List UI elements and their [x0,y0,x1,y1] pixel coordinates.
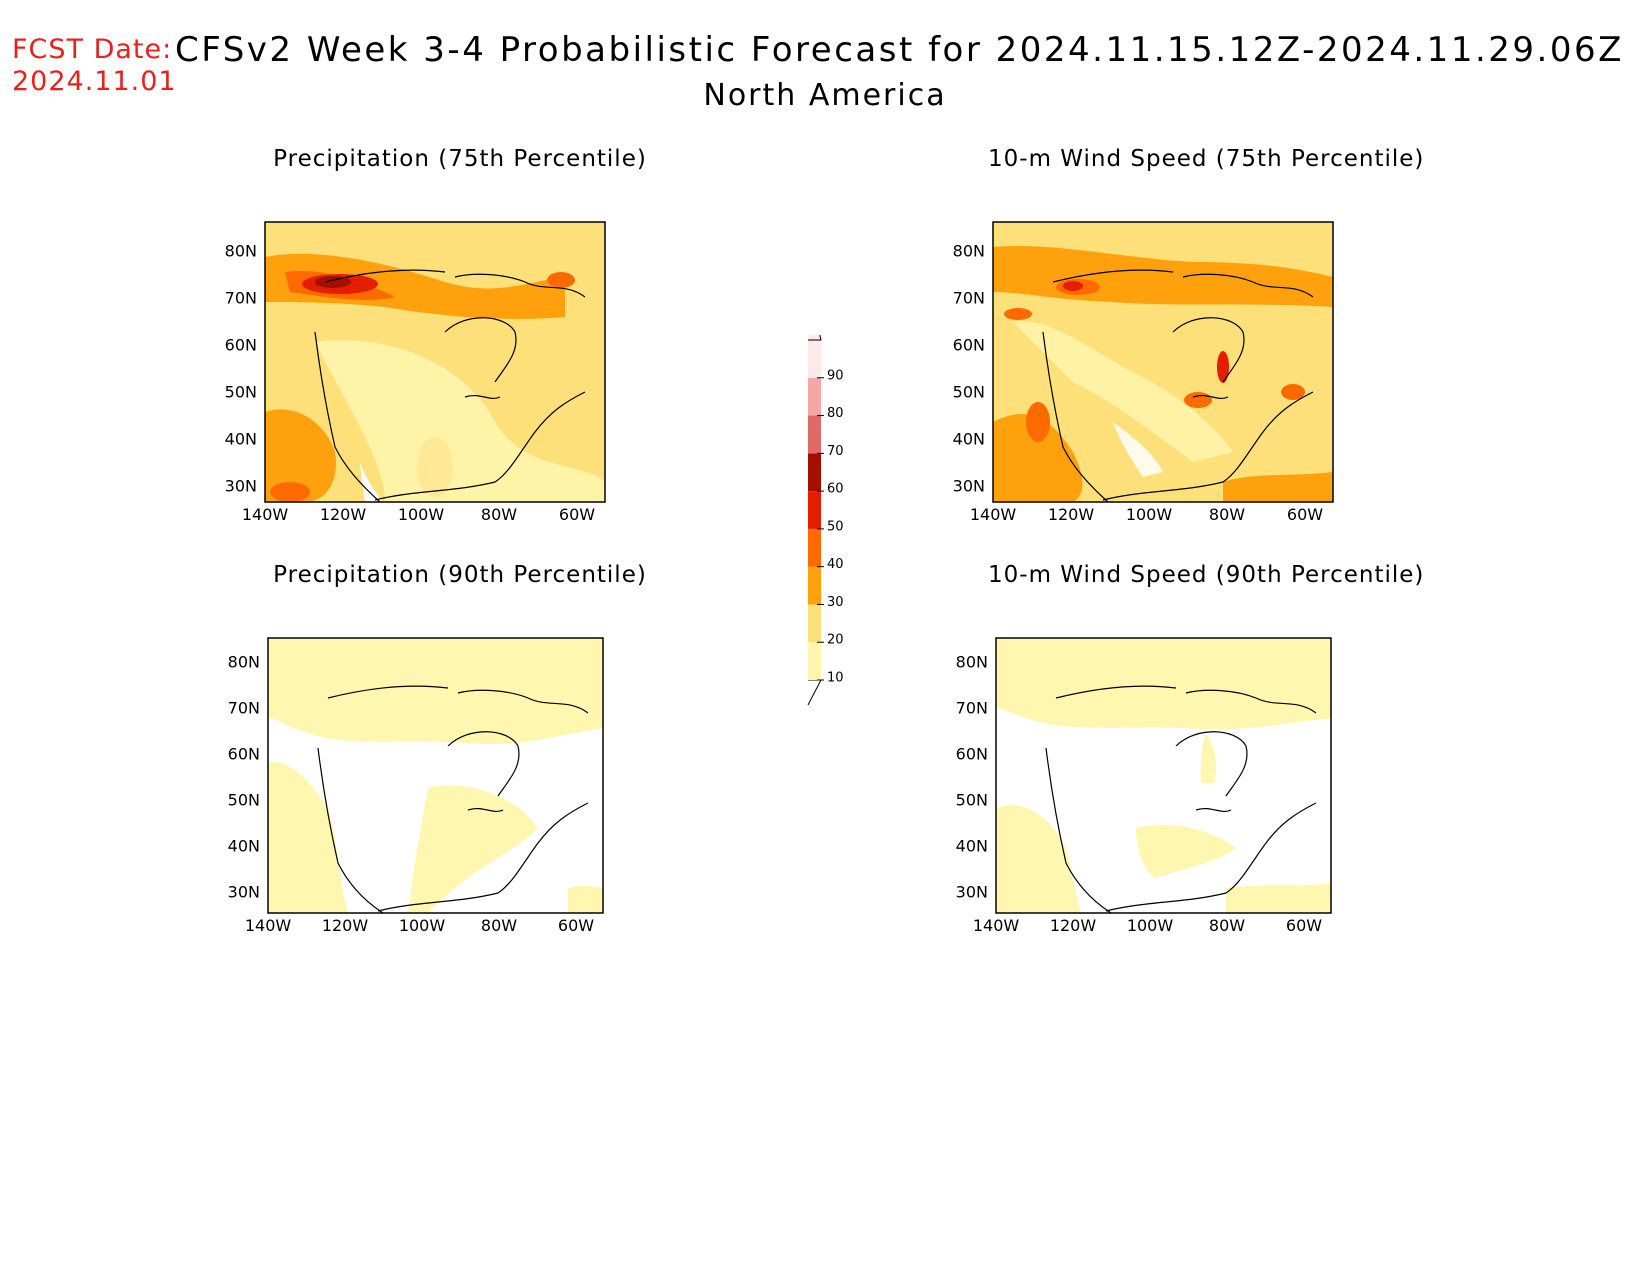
colorbar-segments [807,335,822,706]
panel-precip-75: Precipitation (75th Percentile) 80N 70N … [225,146,646,524]
colorbar-label: 70 [827,444,844,459]
lon-tick: 140W [970,505,1017,524]
colorbar-label: 90 [827,368,844,383]
lon-tick: 120W [1050,916,1097,935]
lat-tick: 50N [228,791,260,810]
colorbar: 10 20 30 40 50 60 70 80 90 [807,335,844,706]
lat-tick: 40N [956,837,988,856]
colorbar-segment [808,566,821,605]
lon-tick: 120W [320,505,367,524]
colorbar-segment [808,491,821,529]
colorbar-label: 60 [827,482,844,497]
lon-tick: 60W [559,505,595,524]
map-wind-75: 80N 70N 60N 50N 40N 30N 140W 120W 100W 8… [953,221,1334,524]
lat-tick: 70N [228,699,260,718]
lat-tick: 30N [225,477,257,496]
lat-tick: 50N [953,383,985,402]
lat-tick: 30N [956,883,988,902]
colorbar-segment [808,642,821,680]
panel-title: 10-m Wind Speed (90th Percentile) [988,562,1425,588]
colorbar-label: 50 [827,519,844,534]
colorbar-segment [808,377,821,416]
colorbar-label: 30 [827,595,844,610]
lon-tick: 80W [1209,505,1245,524]
lat-tick: 80N [225,242,257,261]
colorbar-segment [808,528,821,567]
lon-tick: 60W [1287,505,1323,524]
lon-tick: 120W [322,916,369,935]
panel-wind-75: 10-m Wind Speed (75th Percentile) 80N 70… [953,146,1424,524]
colorbar-label: 20 [827,633,844,648]
lat-tick: 50N [225,383,257,402]
page-title: CFSv2 Week 3-4 Probabilistic Forecast fo… [175,30,1624,70]
lat-tick: 30N [228,883,260,902]
lon-tick: 120W [1048,505,1095,524]
lat-tick: 80N [953,242,985,261]
lon-tick: 100W [1126,505,1173,524]
panel-precip-90: Precipitation (90th Percentile) 80N 70N … [228,562,646,935]
panel-title: 10-m Wind Speed (75th Percentile) [988,146,1425,172]
colorbar-end [808,335,822,341]
fcst-date-value: 2024.11.01 [12,66,177,97]
lon-tick: 60W [1286,916,1322,935]
lat-tick: 40N [228,837,260,856]
lon-tick: 100W [398,505,445,524]
colorbar-segment [808,340,821,378]
colorbar-labels: 10 20 30 40 50 60 70 80 90 [817,368,844,686]
panel-title: Precipitation (90th Percentile) [273,562,647,588]
colorbar-segment [808,415,821,454]
fcst-date-label: FCST Date: [12,34,173,65]
lat-tick: 80N [228,653,260,672]
colorbar-label: 10 [827,671,844,686]
lon-tick: 140W [245,916,292,935]
colorbar-label: 40 [827,557,844,572]
lat-tick: 70N [953,289,985,308]
lon-tick: 80W [1209,916,1245,935]
region-subtitle: North America [703,78,947,113]
colorbar-label: 80 [827,406,844,421]
panel-wind-90: 10-m Wind Speed (90th Percentile) 80N 70… [956,562,1424,935]
lat-tick: 40N [953,430,985,449]
panel-title: Precipitation (75th Percentile) [273,146,647,172]
lat-tick: 50N [956,791,988,810]
map-precip-90: 80N 70N 60N 50N 40N 30N 140W 120W 100W 8… [228,637,604,935]
lat-tick: 30N [953,477,985,496]
lat-tick: 70N [956,699,988,718]
map-precip-75: 80N 70N 60N 50N 40N 30N 140W 120W 100W 8… [225,221,606,524]
lat-tick: 70N [225,289,257,308]
lat-tick: 60N [225,336,257,355]
lon-tick: 140W [973,916,1020,935]
lon-tick: 60W [558,916,594,935]
lat-tick: 60N [228,745,260,764]
map-wind-90: 80N 70N 60N 50N 40N 30N 140W 120W 100W 8… [956,637,1332,935]
lat-tick: 40N [225,430,257,449]
colorbar-end [807,679,822,706]
lon-tick: 100W [399,916,446,935]
colorbar-segment [808,453,821,492]
lat-tick: 60N [956,745,988,764]
lat-tick: 80N [956,653,988,672]
lon-tick: 80W [481,916,517,935]
colorbar-segment [808,604,821,643]
lon-tick: 140W [242,505,289,524]
lon-tick: 80W [481,505,517,524]
lat-tick: 60N [953,336,985,355]
lon-tick: 100W [1127,916,1174,935]
